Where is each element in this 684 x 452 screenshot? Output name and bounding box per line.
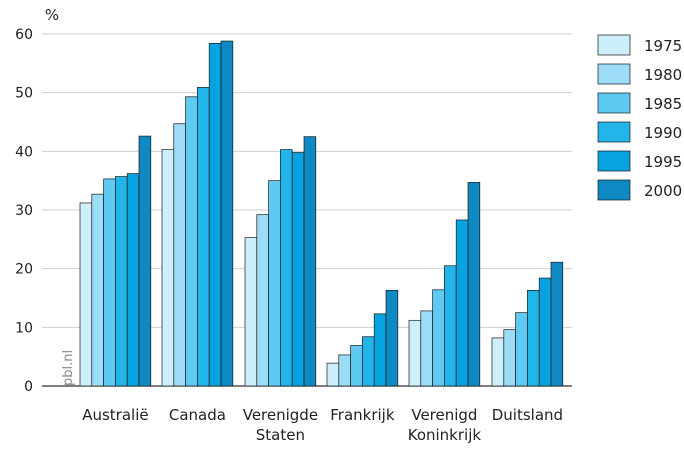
legend-swatch (597, 92, 631, 114)
y-tick-label: 50 (15, 86, 33, 102)
bar (373, 313, 387, 387)
y-tick-label: 10 (15, 320, 33, 336)
bar (550, 261, 564, 387)
bar (103, 178, 116, 387)
legend-label: 1975 (644, 37, 682, 55)
bar (455, 219, 469, 387)
bar (208, 43, 222, 387)
bar (527, 290, 540, 387)
category-label: Frankrijk (330, 406, 395, 424)
category-label: Verenigde (243, 406, 318, 424)
bar (420, 310, 433, 387)
legend-label: 1985 (644, 95, 682, 113)
bar (538, 277, 552, 387)
bar (291, 152, 305, 387)
bar (303, 136, 317, 387)
legend-label: 1980 (644, 66, 682, 84)
category-label: Verenigd (411, 406, 477, 424)
y-tick-label: 20 (15, 262, 33, 278)
category-label: Canada (169, 406, 226, 424)
bar (79, 202, 93, 387)
bar (161, 149, 175, 387)
y-tick-label: 30 (15, 203, 33, 219)
legend-swatch (597, 63, 631, 85)
legend-swatch (597, 150, 631, 172)
bar (515, 312, 528, 387)
bar (220, 40, 234, 387)
legend-swatch (597, 34, 631, 56)
category-label: Koninkrijk (408, 426, 482, 444)
bar (503, 329, 516, 387)
bar (244, 237, 258, 387)
bar (197, 87, 210, 387)
x-axis-labels: Australië Canada Verenigde Staten Frankrijk V… (82, 406, 563, 444)
bar (138, 135, 152, 387)
bar (115, 176, 128, 387)
bar (338, 354, 351, 387)
bar (173, 123, 186, 387)
legend-label: 1995 (644, 153, 682, 171)
bar (91, 193, 104, 387)
legend: 1975 1980 1985 1990 1995 2000 (597, 34, 682, 201)
bar (350, 345, 363, 387)
bar (408, 319, 422, 387)
bar (268, 180, 281, 387)
category-label: Australië (82, 406, 148, 424)
legend-label: 2000 (644, 182, 682, 200)
bar (491, 337, 505, 387)
category-label: Staten (256, 426, 305, 444)
y-axis-ticks: 0 10 20 30 40 50 60 (15, 27, 33, 395)
y-tick-label: 60 (15, 27, 33, 43)
legend-swatch (597, 179, 631, 201)
category-label: Duitsland (492, 406, 563, 424)
legend-swatch (597, 121, 631, 143)
watermark: pbl.nl (61, 350, 76, 386)
bars (79, 40, 564, 387)
bar (385, 290, 399, 387)
legend-label: 1990 (644, 124, 682, 142)
bar (432, 289, 445, 387)
y-axis-unit: % (45, 6, 59, 24)
bar (126, 173, 140, 387)
y-tick-label: 40 (15, 144, 33, 160)
bar (467, 182, 481, 387)
bar (280, 149, 293, 387)
bar (326, 362, 340, 387)
bar (444, 265, 457, 387)
bar (185, 96, 198, 387)
bar (362, 336, 375, 387)
y-tick-label: 0 (24, 379, 33, 395)
bar (256, 214, 269, 387)
